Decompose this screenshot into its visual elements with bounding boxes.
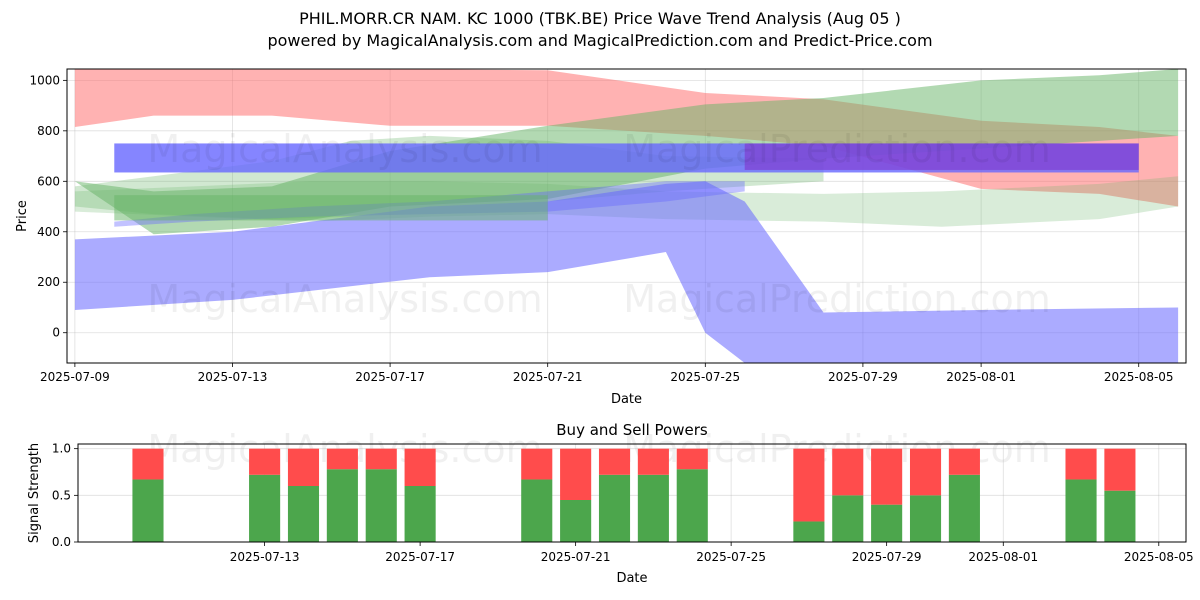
x-tick-label: 2025-08-01	[946, 370, 1016, 384]
y-tick-label: 0.0	[52, 535, 71, 549]
buy-power-bar	[793, 521, 825, 542]
sell-power-bar	[637, 448, 669, 475]
buy-power-bar	[676, 469, 708, 542]
sell-power-bar	[326, 448, 358, 470]
x-tick-label: 2025-07-21	[513, 370, 583, 384]
buy-power-bar	[598, 474, 631, 542]
x-axis-label: Date	[611, 392, 642, 407]
buy-power-bar	[365, 469, 397, 542]
y-tick-label: 0	[52, 326, 60, 340]
watermark: MagicalPrediction.com	[623, 277, 1051, 321]
trend-band-purple	[744, 143, 1139, 170]
buy-power-bar	[909, 495, 942, 542]
wave-band-blue	[74, 181, 1179, 363]
sell-power-bar	[132, 448, 164, 480]
sell-power-bar	[871, 448, 903, 505]
signal-plot-frame	[77, 443, 1187, 543]
signal-chart-title: Buy and Sell Powers	[556, 421, 708, 439]
chart-title: PHIL.MORR.CR NAM. KC 1000 (TBK.BE) Price…	[299, 9, 901, 28]
sell-power-bar	[676, 448, 708, 470]
x-tick-label: 2025-07-17	[385, 550, 455, 564]
x-tick-label: 2025-07-25	[696, 550, 766, 564]
buy-power-bar	[404, 486, 436, 542]
buy-power-bar	[326, 469, 358, 542]
y-tick-label: 1000	[29, 73, 60, 87]
sell-power-bar	[832, 448, 864, 496]
y-tick-label: 600	[37, 174, 60, 188]
y-tick-label: 200	[37, 275, 60, 289]
buy-power-bar	[637, 474, 669, 542]
x-tick-label: 2025-08-05	[1104, 370, 1174, 384]
watermark: MagicalAnalysis.com	[147, 277, 542, 321]
price-plot-frame	[66, 68, 1187, 364]
y-tick-label: 1.0	[52, 442, 71, 456]
buy-power-bar	[1104, 490, 1136, 542]
x-tick-label: 2025-07-29	[828, 370, 898, 384]
x-tick-label: 2025-07-17	[355, 370, 425, 384]
sell-power-bar	[287, 448, 320, 486]
watermark: MagicalAnalysis.com	[147, 127, 542, 171]
buy-power-bar	[132, 479, 164, 542]
x-tick-label: 2025-07-21	[541, 550, 611, 564]
x-tick-label: 2025-07-29	[852, 550, 922, 564]
x-axis-label: Date	[616, 571, 647, 586]
y-tick-label: 800	[37, 124, 60, 138]
x-tick-label: 2025-07-13	[230, 550, 300, 564]
sell-power-bar	[404, 448, 436, 486]
x-tick-label: 2025-07-09	[40, 370, 110, 384]
sell-power-bar	[793, 448, 825, 522]
wave-band-red	[74, 69, 1179, 207]
buy-power-bar	[1065, 479, 1097, 542]
watermark: MagicalPrediction.com	[623, 127, 1051, 171]
sell-power-bar	[365, 448, 397, 470]
buy-power-bar	[521, 479, 553, 542]
y-axis-label: Price	[15, 200, 30, 232]
sell-power-bar	[560, 448, 592, 500]
buy-power-bar	[560, 500, 592, 542]
trend-band-green	[114, 195, 548, 221]
price-plot-area	[74, 69, 1179, 363]
sell-power-bar	[948, 448, 980, 475]
buy-power-bar	[287, 486, 320, 542]
x-tick-label: 2025-07-25	[670, 370, 740, 384]
y-tick-label: 0.5	[52, 488, 71, 502]
y-tick-label: 400	[37, 225, 60, 239]
x-tick-label: 2025-07-13	[198, 370, 268, 384]
buy-power-bar	[249, 474, 281, 542]
sell-power-bar	[909, 448, 942, 496]
x-tick-label: 2025-08-05	[1124, 550, 1194, 564]
sell-power-bar	[1104, 448, 1136, 491]
buy-power-bar	[832, 495, 864, 542]
sell-power-bar	[521, 448, 553, 480]
buy-power-bar	[871, 504, 903, 542]
y-axis-label: Signal Strength	[27, 443, 42, 543]
sell-power-bar	[598, 448, 631, 475]
sell-power-bar	[249, 448, 281, 475]
sell-power-bar	[1065, 448, 1097, 480]
chart-subtitle: powered by MagicalAnalysis.com and Magic…	[267, 31, 933, 50]
x-tick-label: 2025-08-01	[968, 550, 1038, 564]
buy-power-bar	[948, 474, 980, 542]
